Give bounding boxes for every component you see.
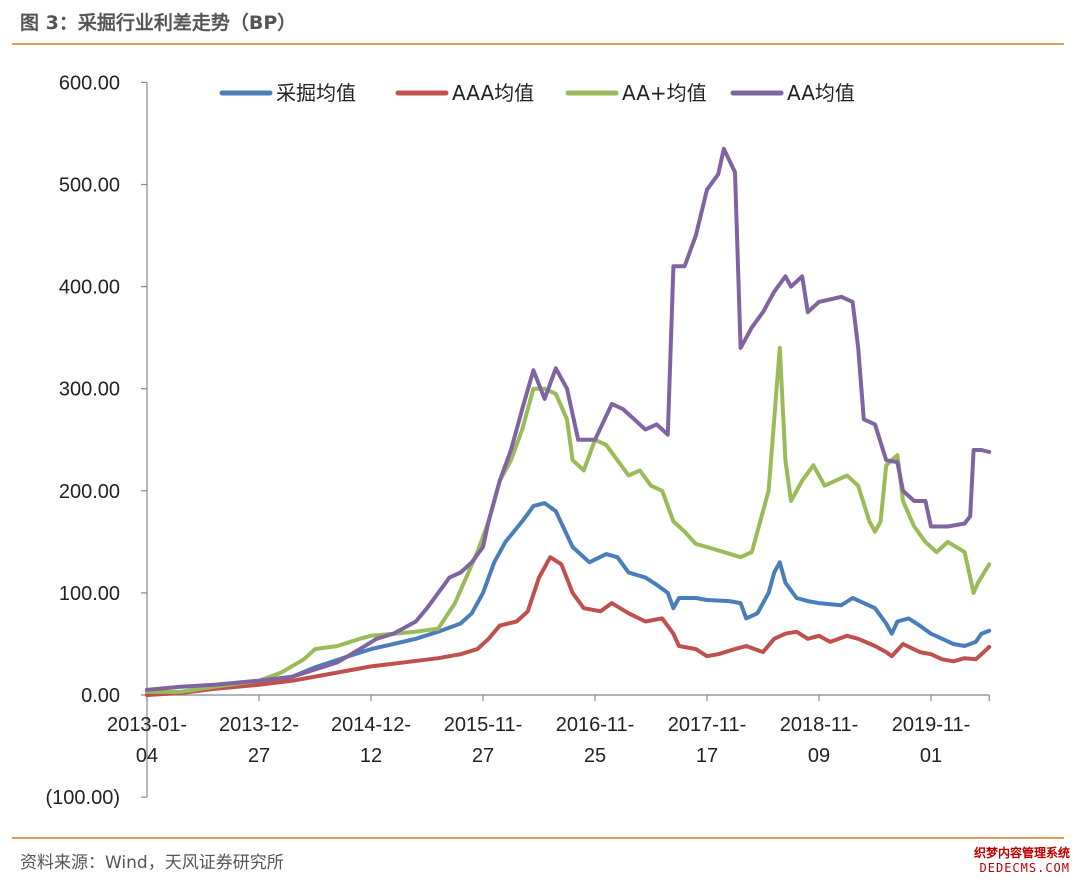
- y-tick-label: 400.00: [59, 277, 120, 299]
- series-line-2: [145, 345, 992, 694]
- chart-axes: 600.00 500.00 400.00 300.00 200.00 100.00 0.00…: [46, 72, 990, 809]
- y-tick-label: 500.00: [59, 175, 120, 197]
- chart-series: [145, 146, 992, 697]
- x-tick-label-bottom: 12: [360, 745, 382, 767]
- x-tick-label-bottom: 09: [808, 745, 830, 767]
- chart-legend: 采掘均值 AAA均值 AA+均值 AA均值: [219, 81, 855, 105]
- y-tick-label: 300.00: [59, 379, 120, 401]
- x-tick-label-top: 2013-12-: [219, 714, 299, 736]
- watermark-en: DEDECMS.COM: [979, 861, 1070, 875]
- x-tick-label-top: 2013-01-: [107, 714, 187, 736]
- x-tick-label-top: 2018-11-: [780, 714, 859, 736]
- x-tick-label-top: 2014-12-: [331, 714, 411, 736]
- series-line-3: [145, 146, 992, 692]
- y-tick-label: 0.00: [81, 685, 120, 707]
- line-chart: 600.00 500.00 400.00 300.00 200.00 100.00 0.00…: [46, 72, 992, 809]
- x-tick-label-bottom: 17: [696, 745, 718, 767]
- y-tick-label: (100.00): [46, 787, 121, 809]
- x-tick-label-bottom: 25: [584, 745, 606, 767]
- watermark-cn: 织梦内容管理系统: [973, 846, 1070, 860]
- source-note: 资料来源：Wind，天风证券研究所: [20, 853, 284, 873]
- x-tick-label-bottom: 01: [920, 745, 942, 767]
- x-tick-label-top: 2016-11-: [556, 714, 635, 736]
- legend-label: 采掘均值: [276, 81, 356, 105]
- legend-label: AA+均值: [622, 81, 707, 105]
- bottom-divider: [12, 837, 1064, 839]
- x-tick-label-top: 2015-11-: [444, 714, 523, 736]
- x-tick-label-bottom: 04: [136, 745, 158, 767]
- series-line-0: [145, 501, 992, 697]
- series-line-1: [145, 555, 992, 697]
- figure-title: 图 3：采掘行业利差走势（BP）: [20, 12, 297, 34]
- y-tick-label: 600.00: [59, 72, 120, 94]
- watermark: 织梦内容管理系统 DEDECMS.COM: [974, 846, 1070, 876]
- legend-label: AA均值: [787, 81, 855, 105]
- x-tick-label-top: 2019-11-: [892, 714, 971, 736]
- x-tick-label-bottom: 27: [248, 745, 270, 767]
- x-tick-label-top: 2017-11-: [668, 714, 747, 736]
- x-tick-label-bottom: 27: [472, 745, 494, 767]
- legend-label: AAA均值: [452, 81, 534, 105]
- y-tick-label: 100.00: [59, 583, 120, 605]
- top-divider: [12, 43, 1064, 45]
- y-tick-label: 200.00: [59, 481, 120, 503]
